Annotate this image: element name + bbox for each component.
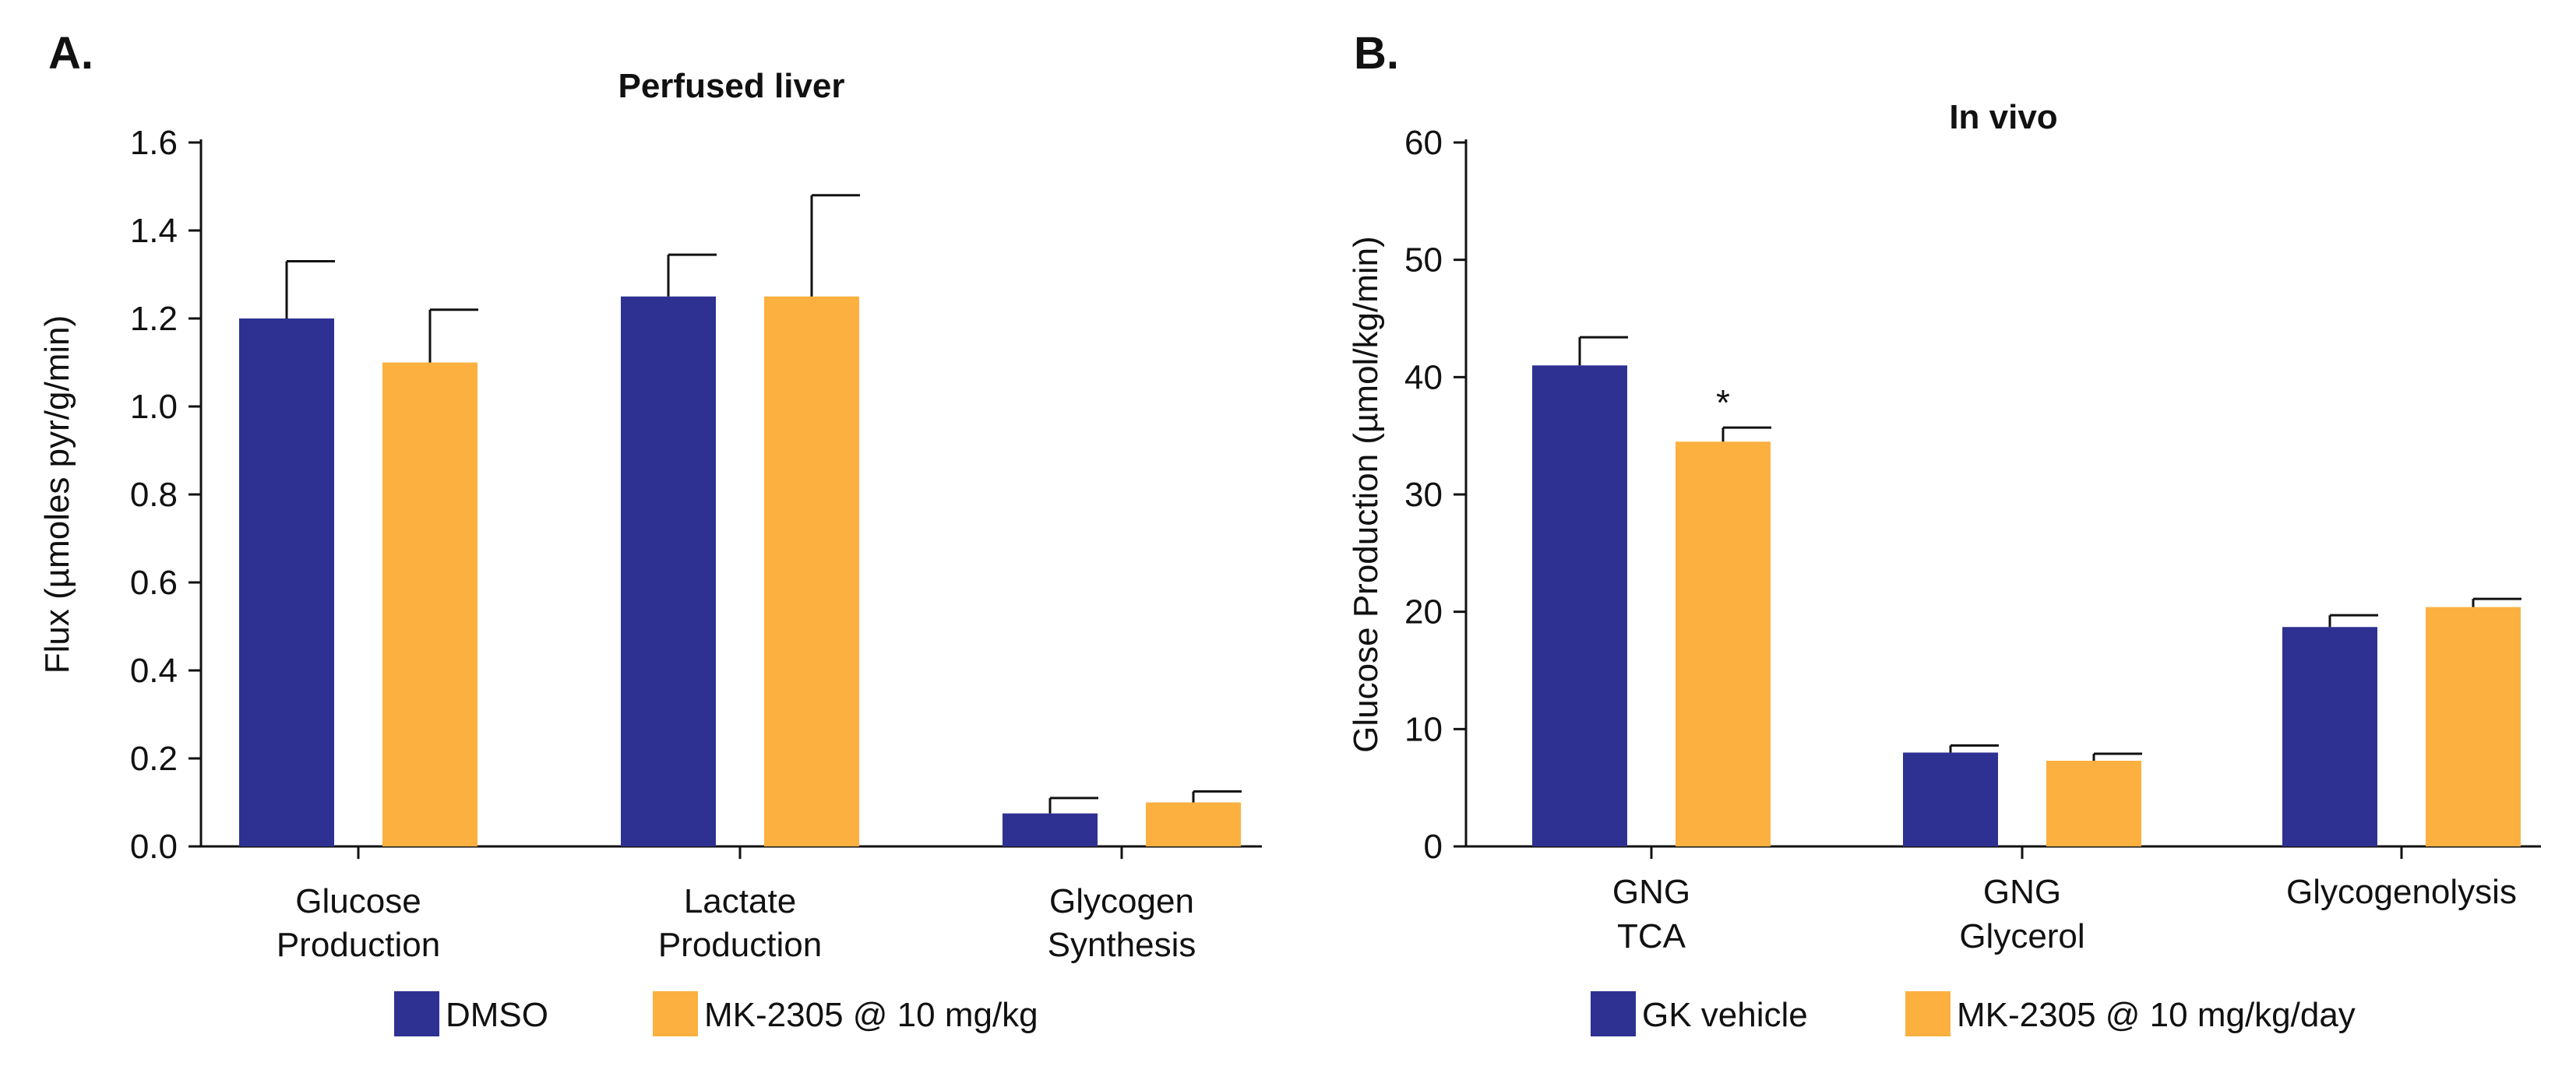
x-tick-label: Glycogen	[1049, 882, 1194, 920]
legend-label: GK vehicle	[1642, 996, 1808, 1034]
x-tick-label: TCA	[1617, 917, 1686, 955]
bar-control	[621, 296, 716, 846]
y-tick-label: 0.8	[130, 476, 178, 514]
x-tick-label: Glycogenolysis	[2286, 873, 2517, 911]
y-tick-label: 30	[1404, 476, 1443, 514]
legend-label: DMSO	[446, 996, 548, 1034]
x-tick-label: Production	[277, 926, 440, 964]
legend-swatch	[653, 991, 698, 1036]
chart-panel-1: B. In vivo Glucose Production (µmol/kg/min…	[1347, 28, 2541, 1036]
x-tick-label: Glucose	[295, 882, 421, 920]
bar-control	[1003, 813, 1098, 846]
bar-treatment	[382, 362, 477, 846]
y-tick-label: 0	[1424, 828, 1443, 866]
x-tick-label: GNG	[1612, 873, 1690, 911]
x-tick-label: GNG	[1983, 873, 2061, 911]
y-tick-label: 0.0	[130, 828, 178, 866]
bar-control	[239, 318, 334, 846]
significance-star: *	[1716, 382, 1730, 423]
y-tick-label: 1.6	[130, 124, 178, 162]
chart-title: In vivo	[1949, 98, 2057, 136]
bar-control	[2282, 627, 2377, 846]
bar-treatment	[2426, 607, 2521, 846]
bar-treatment	[2046, 761, 2141, 846]
legend-swatch	[394, 991, 439, 1036]
y-tick-label: 60	[1404, 124, 1443, 162]
x-tick-label: Production	[658, 926, 822, 964]
chart-title: Perfused liver	[618, 67, 844, 105]
y-tick-label: 1.4	[130, 212, 178, 250]
x-tick-label: Synthesis	[1048, 926, 1196, 964]
y-tick-label: 1.0	[130, 388, 178, 426]
panel-letter: A.	[48, 28, 93, 79]
y-tick-label: 1.2	[130, 300, 178, 338]
y-axis-label: Flux (µmoles pyr/g/min)	[38, 315, 76, 674]
bar-treatment	[1146, 802, 1241, 846]
chart-panel-0: A. Perfused liver Flux (µmoles pyr/g/min) 0…	[38, 28, 1262, 1036]
x-tick-label: Lactate	[684, 882, 796, 920]
bar-control	[1532, 365, 1627, 846]
legend-swatch	[1905, 991, 1951, 1036]
bar-treatment	[1676, 442, 1771, 846]
legend-label: MK-2305 @ 10 mg/kg/day	[1957, 996, 2356, 1034]
y-tick-label: 0.6	[130, 564, 178, 602]
y-tick-label: 0.4	[130, 652, 178, 690]
y-tick-label: 20	[1404, 593, 1443, 631]
bar-treatment	[764, 296, 859, 846]
y-tick-label: 40	[1404, 358, 1443, 396]
y-axis-label: Glucose Production (µmol/kg/min)	[1347, 236, 1385, 753]
y-tick-label: 10	[1404, 710, 1443, 748]
legend-label: MK-2305 @ 10 mg/kg	[704, 996, 1038, 1034]
legend-swatch	[1591, 991, 1636, 1036]
y-tick-label: 50	[1404, 241, 1443, 280]
y-tick-label: 0.2	[130, 740, 178, 778]
x-tick-label: Glycerol	[1959, 917, 2084, 955]
bar-control	[1903, 752, 1998, 846]
panel-letter: B.	[1354, 28, 1399, 79]
